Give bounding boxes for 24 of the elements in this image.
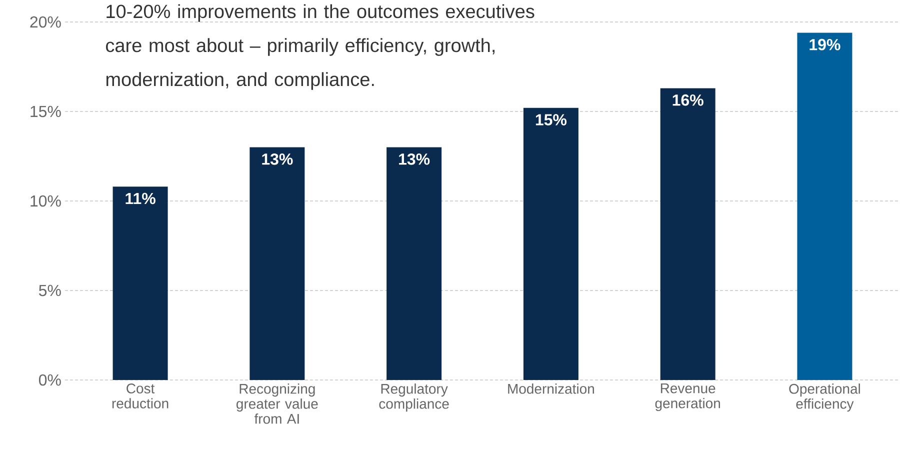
y-tick-label: 0% — [38, 374, 61, 386]
data-label: 13% — [262, 153, 293, 165]
y-tick-label: 15% — [30, 106, 61, 118]
data-label: 15% — [536, 114, 567, 126]
bar — [660, 88, 716, 380]
data-label: 16% — [672, 94, 704, 106]
x-tick-label: Revenue generation — [655, 384, 720, 412]
annotation: 10-20% improvements in the outcomes executives care most about – primarily efficiency, growth, modernization, and compliance. — [106, 4, 534, 90]
x-tick-label: Cost reduction — [112, 384, 168, 408]
bar — [386, 147, 442, 380]
y-tick-label: 10% — [30, 195, 61, 207]
y-tick-label: 5% — [38, 284, 61, 296]
x-tick-label: Operational efficiency — [789, 384, 860, 412]
data-label: 19% — [810, 38, 840, 50]
data-label: 11% — [126, 192, 156, 204]
bar — [797, 32, 852, 380]
bar — [250, 147, 305, 380]
bar — [112, 186, 168, 380]
data-label: 13% — [399, 153, 430, 165]
y-tick-label: 20% — [30, 16, 61, 28]
x-tick-label: Modernization — [508, 384, 594, 394]
x-tick-label: Regulatory compliance — [379, 384, 449, 412]
x-tick-label: Recognizing greater value from AI — [236, 384, 318, 424]
bar — [523, 108, 578, 380]
